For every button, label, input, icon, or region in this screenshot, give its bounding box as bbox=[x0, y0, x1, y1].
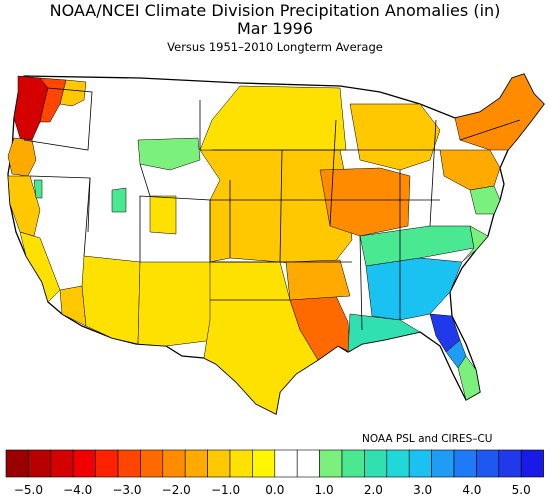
color-bar-tick-label: 2.0 bbox=[364, 483, 383, 497]
color-bar-tick-label: −4.0 bbox=[63, 483, 92, 497]
color-bar-box bbox=[252, 449, 276, 478]
region-california-valley bbox=[19, 231, 61, 303]
region-south-florida bbox=[457, 355, 481, 401]
state-borders bbox=[23, 87, 521, 331]
color-bar-tick-label: −5.0 bbox=[14, 483, 43, 497]
color-bar-box bbox=[5, 449, 29, 478]
color-bar-tick-label: −2.0 bbox=[162, 483, 191, 497]
region-idaho-green bbox=[111, 187, 127, 213]
precipitation-anomaly-map bbox=[7, 73, 545, 415]
color-bar-box bbox=[50, 449, 74, 478]
region-nevada-green bbox=[33, 179, 43, 199]
color-bar-box bbox=[296, 449, 320, 478]
region-carolinas-green bbox=[461, 225, 489, 263]
color-bar-tick-label: −3.0 bbox=[112, 483, 141, 497]
color-bar-box bbox=[431, 449, 455, 478]
color-bar-box bbox=[520, 449, 544, 478]
color-bar-tick-label: 4.0 bbox=[462, 483, 481, 497]
color-bar-box bbox=[72, 449, 96, 478]
color-bar-ticks: −5.0 −4.0 −3.0 −2.0 −1.0 0.0 1.0 2.0 3.0 4.0 5.0 bbox=[14, 483, 531, 497]
color-bar-box bbox=[341, 449, 365, 478]
color-bar-tick-label: 3.0 bbox=[413, 483, 432, 497]
region-washington-east bbox=[59, 79, 87, 107]
color-bar-tick-label: 5.0 bbox=[512, 483, 531, 497]
color-bar-box bbox=[386, 449, 410, 478]
region-southeast bbox=[365, 257, 463, 321]
region-lower-mississippi bbox=[289, 295, 351, 361]
region-gulf-coast-green bbox=[347, 313, 421, 353]
color-bar-box bbox=[408, 449, 432, 478]
map-period: Versus 1951–2010 Longterm Average bbox=[167, 40, 383, 54]
color-bar-box bbox=[117, 449, 141, 478]
color-bar-box bbox=[28, 449, 52, 478]
color-bar-box bbox=[453, 449, 477, 478]
map-title: NOAA/NCEI Climate Division Precipitation… bbox=[49, 1, 501, 20]
color-bar-box bbox=[207, 449, 231, 478]
color-bar-boxes bbox=[5, 449, 544, 478]
region-arkansas bbox=[285, 259, 351, 301]
color-bar: −5.0 −4.0 −3.0 −2.0 −1.0 0.0 1.0 2.0 3.0 4.0 5.0 bbox=[5, 449, 544, 497]
map-subtitle: Mar 1996 bbox=[237, 19, 313, 38]
color-bar-box bbox=[364, 449, 388, 478]
color-bar-tick-label: −1.0 bbox=[211, 483, 240, 497]
region-great-lakes bbox=[349, 103, 441, 171]
color-bar-box bbox=[140, 449, 164, 478]
color-bar-box bbox=[498, 449, 522, 478]
color-bar-box bbox=[274, 449, 298, 478]
region-northern-rockies-green bbox=[137, 137, 201, 171]
region-new-england bbox=[454, 73, 545, 151]
region-arizona bbox=[81, 255, 141, 345]
color-bar-tick-label: 0.0 bbox=[265, 483, 284, 497]
region-new-mexico bbox=[137, 261, 215, 347]
color-bar-box bbox=[319, 449, 343, 478]
region-colorado-plains bbox=[149, 195, 177, 235]
color-bar-box bbox=[162, 449, 186, 478]
color-bar-box bbox=[476, 449, 500, 478]
region-virginia-green bbox=[469, 185, 501, 215]
color-bar-box bbox=[229, 449, 253, 478]
color-bar-tick-label: 1.0 bbox=[315, 483, 334, 497]
color-bar-box bbox=[95, 449, 119, 478]
color-bar-box bbox=[184, 449, 208, 478]
credit-label: NOAA PSL and CIRES–CU bbox=[362, 433, 493, 445]
region-ohio-valley bbox=[319, 167, 411, 237]
